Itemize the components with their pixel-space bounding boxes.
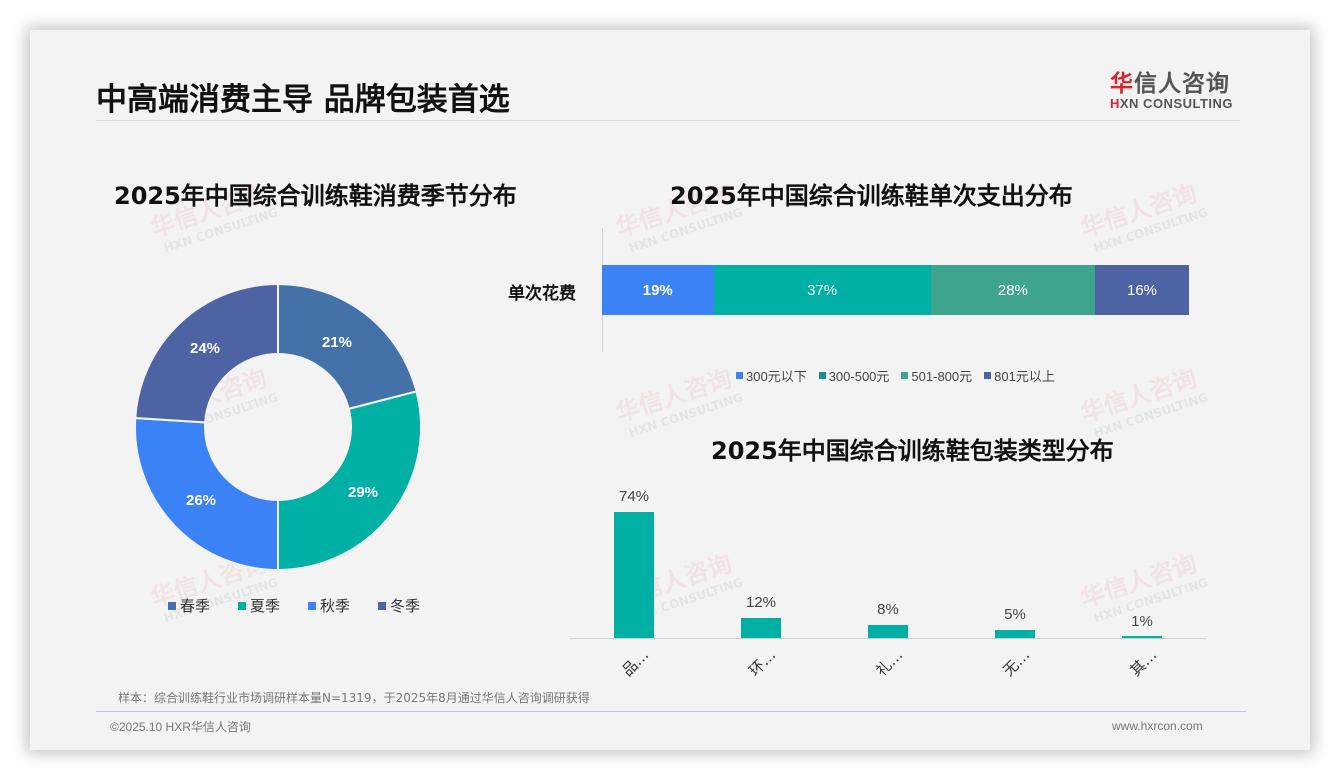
donut-label-winter: 24% xyxy=(190,340,221,357)
donut-slice xyxy=(277,282,418,411)
legend-swatch xyxy=(308,601,317,610)
column-bar xyxy=(868,625,908,638)
packaging-chart-title: 2025年中国综合训练鞋包装类型分布 xyxy=(711,437,1114,465)
donut-slice xyxy=(134,282,279,424)
legend-item-spring: 春季 xyxy=(168,595,210,616)
column-value: 5% xyxy=(1004,606,1026,623)
spend-stacked-bar: 19% 37% 28% 16% xyxy=(602,265,1189,315)
donut-slice xyxy=(134,416,280,572)
column-value: 12% xyxy=(745,594,777,611)
legend-item-summer: 夏季 xyxy=(238,595,280,616)
legend-swatch xyxy=(238,601,247,610)
website-link[interactable]: www.hxrcon.com xyxy=(1112,719,1203,733)
legend-item-under-300: 300元以下 xyxy=(736,366,807,385)
column-category: 无… xyxy=(999,645,1034,680)
column-bar xyxy=(614,512,654,638)
column-bar xyxy=(1122,636,1162,638)
spend-legend: 300元以下 300-500元 501-800元 801元以上 xyxy=(736,366,1055,385)
legend-item-501-800: 501-800元 xyxy=(901,366,972,385)
copyright: ©2025.10 HXR华信人咨询 xyxy=(110,720,251,734)
column-value: 1% xyxy=(1131,613,1153,630)
segment-over-801: 16% xyxy=(1095,265,1189,315)
column-bar xyxy=(741,618,781,638)
legend-item-winter: 冬季 xyxy=(378,595,420,616)
legend-item-over-801: 801元以上 xyxy=(984,366,1055,385)
season-donut-chart: 21% 29% 26% 24% xyxy=(133,282,423,572)
sample-note: 样本：综合训练鞋行业市场调研样本量N=1319，于2025年8月通过华信人咨询调… xyxy=(118,691,590,705)
segment-501-800: 28% xyxy=(930,265,1096,315)
donut-label-summer: 29% xyxy=(348,484,379,501)
column-category: 环… xyxy=(745,645,780,680)
column-category: 品… xyxy=(618,645,653,680)
packaging-column-chart: 74% 品… 12% 环… 8% 礼… 5% 无… 1% 其… xyxy=(570,480,1206,690)
column-category: 礼… xyxy=(872,645,907,680)
column-value: 8% xyxy=(877,601,899,618)
donut-slice xyxy=(277,390,422,572)
column-value: 74% xyxy=(618,488,650,505)
legend-swatch xyxy=(378,601,387,610)
legend-swatch xyxy=(168,601,176,610)
legend-item-autumn: 秋季 xyxy=(308,595,350,616)
company-logo: 华信人咨询 HXN CONSULTING xyxy=(1110,71,1234,111)
page-title: 中高端消费主导 品牌包装首选 xyxy=(96,82,510,118)
title-divider xyxy=(96,120,1240,121)
stack-category-label: 单次花费 xyxy=(508,284,576,304)
donut-label-spring: 21% xyxy=(322,334,353,351)
column-category: 其… xyxy=(1126,645,1161,680)
season-chart-title: 2025年中国综合训练鞋消费季节分布 xyxy=(114,182,517,210)
donut-label-autumn: 26% xyxy=(186,492,217,509)
season-legend: 春季 夏季 秋季 冬季 xyxy=(168,595,420,616)
x-axis xyxy=(570,638,1206,639)
footer-divider xyxy=(96,711,1246,712)
spend-chart-title: 2025年中国综合训练鞋单次支出分布 xyxy=(670,182,1073,210)
slide: 华信人咨询 HXN CONSULTING 华信人咨询 HXN CONSULTING … xyxy=(30,30,1310,750)
segment-under-300: 19% xyxy=(602,265,714,315)
column-bar xyxy=(995,630,1035,638)
legend-item-300-500: 300-500元 xyxy=(818,366,889,385)
segment-300-500: 37% xyxy=(713,265,931,315)
